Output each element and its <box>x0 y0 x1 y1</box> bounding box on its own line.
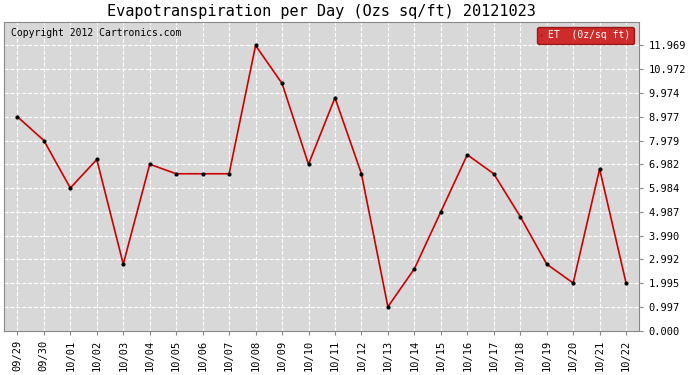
Legend: ET  (0z/sq ft): ET (0z/sq ft) <box>537 27 634 44</box>
Text: Copyright 2012 Cartronics.com: Copyright 2012 Cartronics.com <box>10 28 181 38</box>
Title: Evapotranspiration per Day (Ozs sq/ft) 20121023: Evapotranspiration per Day (Ozs sq/ft) 2… <box>108 4 536 19</box>
